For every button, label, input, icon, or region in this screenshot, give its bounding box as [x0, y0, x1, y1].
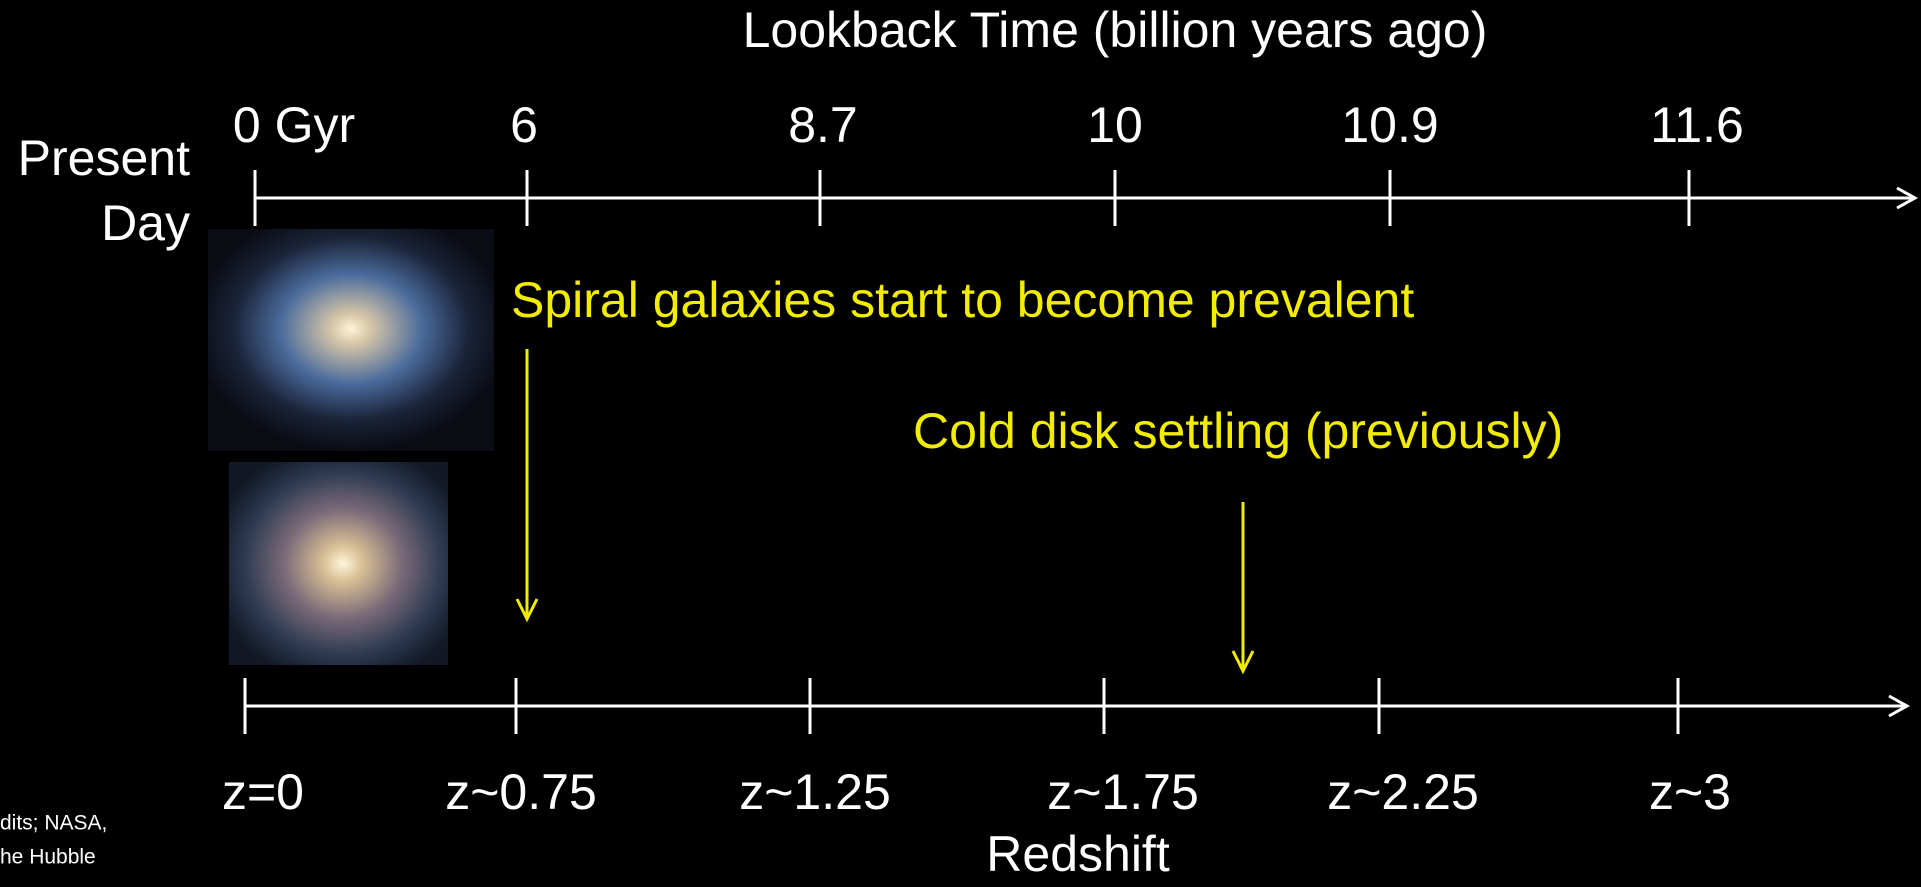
- tick-label: z~0.75: [445, 764, 597, 820]
- credit: he Hubble: [0, 846, 96, 869]
- galaxy-image: [208, 229, 494, 451]
- galaxy-image: [229, 462, 448, 665]
- tick-label: z~2.25: [1327, 764, 1479, 820]
- title: Lookback Time (billion years ago): [743, 2, 1488, 58]
- tick-label: 6: [510, 97, 538, 153]
- tick-label: 10: [1087, 97, 1143, 153]
- annotation: Cold disk settling (previously): [913, 403, 1563, 459]
- tick-label: 0 Gyr: [233, 97, 355, 153]
- annotation: Spiral galaxies start to become prevalen…: [511, 272, 1414, 328]
- tick-label: z~1.25: [739, 764, 891, 820]
- tick-label: 8.7: [788, 97, 858, 153]
- arrow-head: [515, 598, 539, 623]
- arrow-head: [1231, 650, 1255, 675]
- axis-title: Redshift: [986, 826, 1170, 882]
- top-axis: 0 Gyr 6 8.7 10 10.9 11.6: [233, 97, 1919, 226]
- tick-label: z=0: [222, 764, 304, 820]
- credit: dits; NASA,: [0, 812, 107, 835]
- side-label: Day: [101, 195, 190, 251]
- axis-arrow: [1888, 694, 1911, 718]
- bottom-axis: z=0 z~0.75 z~1.25 z~1.75 z~2.25 z~3: [222, 678, 1911, 820]
- axis-arrow: [1896, 186, 1919, 210]
- tick-label: 10.9: [1341, 97, 1438, 153]
- tick-label: z~3: [1649, 764, 1731, 820]
- tick-label: 11.6: [1650, 97, 1744, 153]
- tick-label: z~1.75: [1047, 764, 1199, 820]
- side-label: Present: [18, 130, 190, 186]
